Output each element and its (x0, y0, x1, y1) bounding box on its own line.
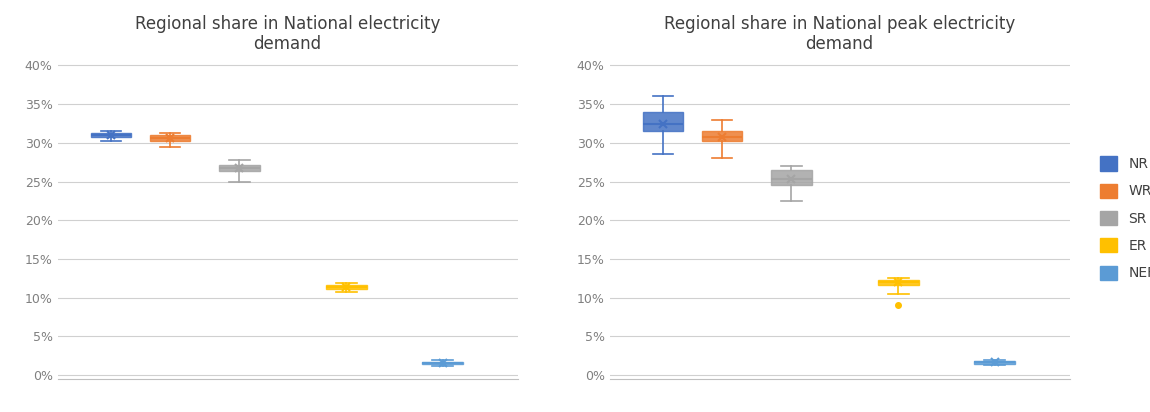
Title: Regional share in National electricity
demand: Regional share in National electricity d… (135, 14, 440, 53)
PathPatch shape (325, 286, 367, 289)
Title: Regional share in National peak electricity
demand: Regional share in National peak electric… (664, 14, 1015, 53)
PathPatch shape (643, 112, 683, 131)
PathPatch shape (422, 362, 463, 363)
PathPatch shape (770, 170, 812, 185)
PathPatch shape (218, 164, 260, 171)
PathPatch shape (702, 131, 742, 140)
PathPatch shape (974, 361, 1015, 363)
PathPatch shape (877, 280, 919, 285)
PathPatch shape (150, 135, 190, 141)
PathPatch shape (91, 133, 131, 138)
Legend: NR, WR, SR, ER, NER: NR, WR, SR, ER, NER (1095, 151, 1150, 286)
